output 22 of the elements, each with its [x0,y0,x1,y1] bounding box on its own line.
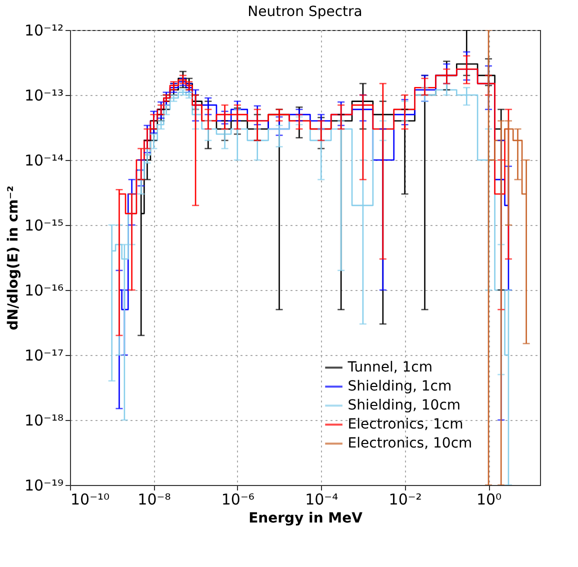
y-tick-label: 10⁻¹⁸ [24,412,64,430]
x-tick-label: 10⁻¹⁰ [70,490,110,508]
legend-label: Electronics, 10cm [348,436,472,452]
legend-label: Electronics, 1cm [348,416,464,433]
x-axis-title: Energy in MeV [248,510,363,526]
legend-label: Shielding, 10cm [348,398,461,414]
legend-label: Tunnel, 1cm [346,360,433,376]
y-tick-label: 10⁻¹⁷ [24,346,64,364]
y-axis-title: dN/dlog(E) in cm⁻² [5,186,22,330]
y-tick-label: 10⁻¹³ [24,86,64,104]
x-tick-label: 10⁻⁶ [221,490,254,508]
x-tick-label: 10⁰ [476,490,502,508]
y-tick-label: 10⁻¹⁹ [24,476,64,494]
y-tick-label: 10⁻¹⁶ [24,282,64,300]
y-tick-label: 10⁻¹⁴ [24,152,64,170]
x-tick-label: 10⁻² [388,490,422,508]
x-tick-label: 10⁻⁸ [138,490,171,508]
x-tick-label: 10⁻⁴ [305,490,338,508]
chart-title: Neutron Spectra [248,4,362,20]
y-tick-label: 10⁻¹² [24,22,64,40]
y-tick-label: 10⁻¹⁵ [24,216,64,234]
legend-label: Shielding, 1cm [348,378,452,395]
